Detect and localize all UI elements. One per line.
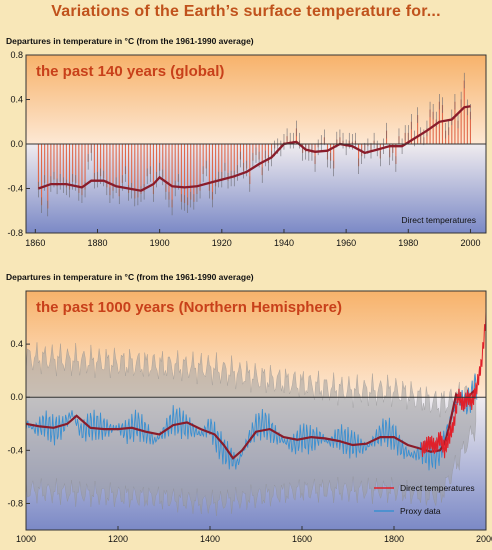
legend-label-proxy: Proxy data <box>400 506 441 516</box>
y-tick-label: 0.4 <box>10 339 23 349</box>
smoothed-line <box>38 105 471 192</box>
x-tick-label: 2000 <box>460 238 480 248</box>
x-tick-label: 2000 <box>476 534 492 544</box>
y-tick-label: 0.0 <box>10 139 23 149</box>
x-axis-ticks: 1000 1200 1400 1600 1800 2000 <box>16 526 492 544</box>
y-tick-label: 0.8 <box>10 50 23 60</box>
top-panel-ylabel: Departures in temperature in °C (from th… <box>6 36 254 46</box>
x-tick-label: 1600 <box>292 534 312 544</box>
x-tick-label: 1920 <box>212 238 232 248</box>
bottom-panel-ylabel: Departures in temperature in °C (from th… <box>6 272 254 282</box>
y-tick-label: -0.8 <box>7 228 23 238</box>
smoothed-line <box>25 389 476 460</box>
legend-label-direct: Direct temperatures <box>400 483 475 493</box>
x-tick-label: 1400 <box>200 534 220 544</box>
x-tick-label: 1980 <box>398 238 418 248</box>
legend: Direct temperatures Proxy data <box>374 483 475 516</box>
uncertainty-band <box>25 342 477 517</box>
x-tick-label: 1800 <box>384 534 404 544</box>
x-tick-label: 1940 <box>274 238 294 248</box>
y-tick-label: 0.0 <box>10 392 23 402</box>
y-tick-label: 0.4 <box>10 95 23 105</box>
x-tick-label: 1000 <box>16 534 36 544</box>
y-axis-ticks: 0.8 0.4 0.0 -0.4 -0.8 <box>7 50 30 238</box>
proxy-line <box>25 373 478 471</box>
panel-title: the past 140 years (global) <box>36 63 224 80</box>
x-tick-label: 1860 <box>25 238 45 248</box>
plot-frame <box>25 290 487 531</box>
warm-band <box>26 55 486 144</box>
panel-140-years: 0.8 0.4 0.0 -0.4 -0.8 1860 1880 1900 1920 1940 19… <box>7 50 487 248</box>
y-tick-label: -0.4 <box>7 445 23 455</box>
x-tick-label: 1960 <box>336 238 356 248</box>
x-tick-label: 1200 <box>108 534 128 544</box>
annotation: Direct temperatures <box>401 215 476 225</box>
panel-title: the past 1000 years (Northern Hemisphere… <box>36 299 342 316</box>
x-tick-label: 1880 <box>87 238 107 248</box>
main-title: Variations of the Earth’s surface temper… <box>51 3 441 20</box>
panel-1000-years: 0.40.0-0.4-0.8 100012001400160018002000 … <box>7 290 492 544</box>
y-tick-label: -0.4 <box>7 184 23 194</box>
x-tick-label: 1900 <box>150 238 170 248</box>
y-tick-label: -0.8 <box>7 498 23 508</box>
y-axis-ticks: 0.4 0.0 -0.4 -0.8 <box>7 339 30 508</box>
x-axis-ticks: 1860 1880 1900 1920 1940 1960 1980 2000 <box>25 229 480 248</box>
